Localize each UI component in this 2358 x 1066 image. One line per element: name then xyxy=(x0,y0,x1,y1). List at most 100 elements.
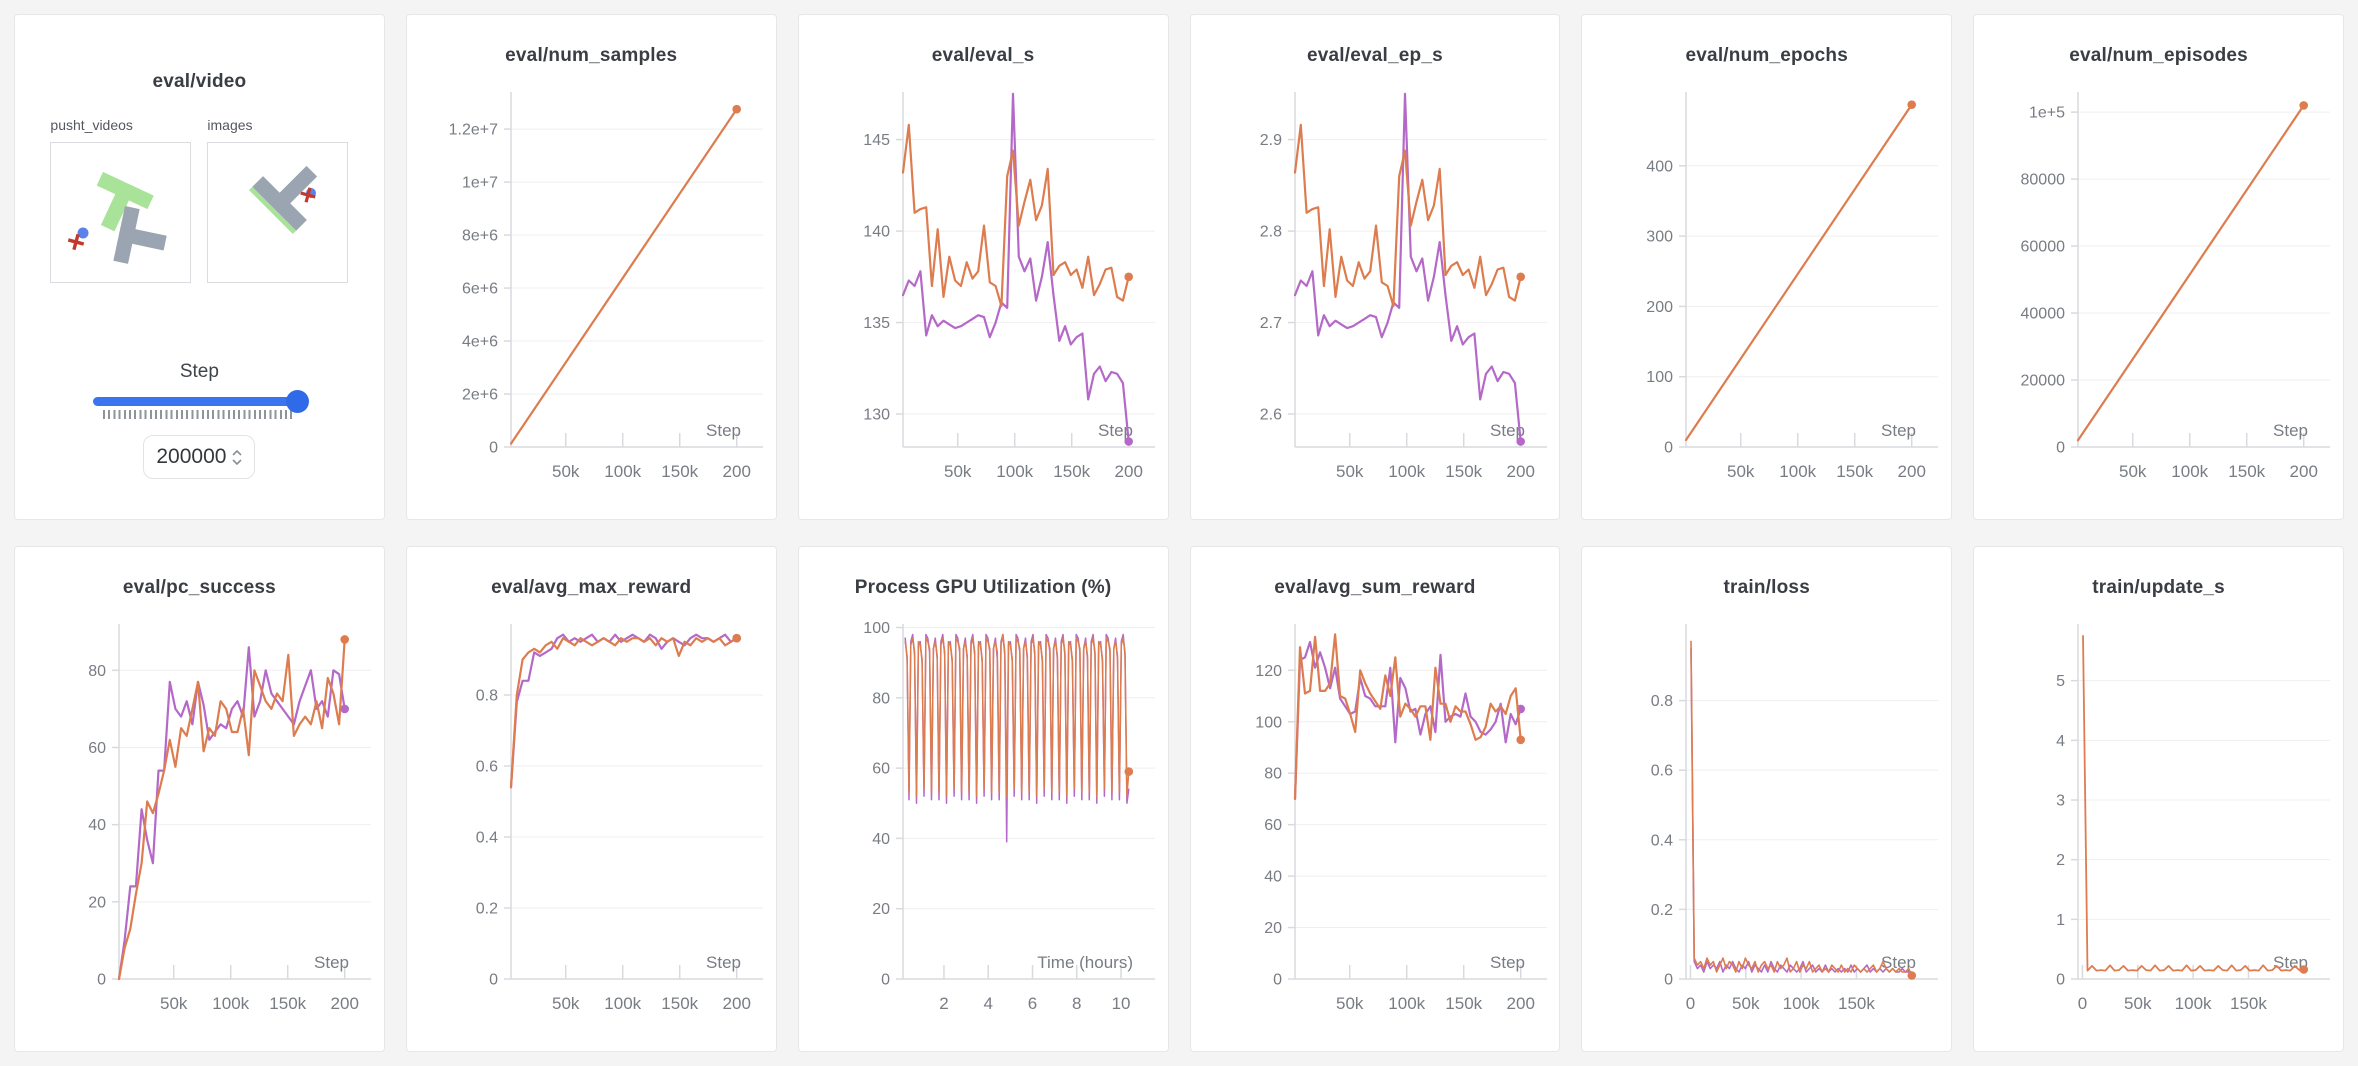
y-tick-label: 80 xyxy=(1264,766,1282,783)
line-chart[interactable]: 0 20 40 60 80 50k 100k 150k 200 Step xyxy=(15,599,384,1045)
series-line-orange xyxy=(509,637,738,789)
series-end-dot-orange xyxy=(1515,272,1525,282)
x-tick-label: 50k xyxy=(944,462,972,481)
x-tick-label: 150k xyxy=(269,994,306,1013)
x-tick-label: 50k xyxy=(1336,994,1364,1013)
x-tick-label: 150k xyxy=(661,462,698,481)
y-tick-label: 60 xyxy=(872,761,890,778)
y-tick-label: 40 xyxy=(88,817,106,834)
y-tick-label: 0.4 xyxy=(1651,832,1673,849)
spinner-down-icon[interactable] xyxy=(232,458,243,465)
step-spinner[interactable] xyxy=(232,449,243,465)
line-chart[interactable]: 130 135 140 145 50k 100k 150k 200 Step xyxy=(799,67,1168,513)
x-tick-label: 10 xyxy=(1111,994,1130,1013)
line-chart[interactable]: 0 0.2 0.4 0.6 0.8 0 50k 100k 150k Step xyxy=(1582,599,1951,1045)
x-tick-label: 100k xyxy=(2175,994,2212,1013)
media-figures: pusht_videos xyxy=(31,117,368,283)
panel-eval-eval-s: eval/eval_s 130 135 140 145 50k 100k 150k 200 St… xyxy=(797,14,1169,520)
y-tick-label: 0.8 xyxy=(476,688,498,705)
series-end-dot-purple xyxy=(1124,437,1133,446)
series-end-dot-orange xyxy=(1907,971,1917,980)
line-chart[interactable]: 0 1 2 3 4 5 0 50k 100k 150k Step xyxy=(1974,599,2343,1045)
y-tick-label: 20 xyxy=(872,901,890,918)
series-line-purple xyxy=(1293,92,1522,443)
panel-eval-eval-ep-s: eval/eval_ep_s 2.6 2.7 2.8 2.9 50k 100k 150k 20… xyxy=(1189,14,1561,520)
x-tick-label: 50k xyxy=(552,462,580,481)
step-slider-thumb[interactable] xyxy=(286,390,310,413)
x-axis-title: Step xyxy=(1490,953,1525,972)
pusht-agent-dot xyxy=(77,227,89,239)
x-tick-label: 100k xyxy=(604,994,641,1013)
series-line-orange xyxy=(901,123,1130,308)
line-chart[interactable]: 0 100 200 300 400 50k 100k 150k 200 Step xyxy=(1582,67,1951,513)
media-fig-label: images xyxy=(207,117,253,133)
x-axis-title: Time (hours) xyxy=(1037,953,1133,972)
x-tick-label: 100k xyxy=(1388,994,1425,1013)
series-end-dot-orange xyxy=(732,633,741,643)
line-chart[interactable]: 0 20 40 60 80 100 120 50k 100k 150k 200 Step xyxy=(1191,599,1560,1045)
y-tick-label: 8e+6 xyxy=(462,228,498,245)
y-tick-label: 2.9 xyxy=(1259,132,1281,149)
panel-title: eval/video xyxy=(152,71,247,92)
spinner-up-icon[interactable] xyxy=(232,449,243,456)
line-chart[interactable]: 2.6 2.7 2.8 2.9 50k 100k 150k 200 Step xyxy=(1191,67,1560,513)
step-value: 200000 xyxy=(156,445,227,468)
images-thumbnail[interactable] xyxy=(207,142,349,283)
pusht-image-drawing xyxy=(249,165,318,234)
y-tick-label: 140 xyxy=(863,224,890,241)
y-tick-label: 20 xyxy=(1264,920,1282,937)
step-slider[interactable] xyxy=(93,390,310,419)
y-tick-label: 1 xyxy=(2056,912,2065,929)
y-tick-label: 2.8 xyxy=(1259,224,1281,241)
y-tick-label: 6e+6 xyxy=(462,281,498,298)
x-tick-label: 150k xyxy=(1838,994,1875,1013)
y-tick-label: 0 xyxy=(2056,440,2065,457)
y-tick-label: 2 xyxy=(2056,852,2065,869)
step-slider-track[interactable] xyxy=(93,390,310,413)
step-number-input[interactable]: 200000 xyxy=(143,435,256,479)
x-tick-label: 2 xyxy=(939,994,948,1013)
x-tick-label: 50k xyxy=(2124,994,2152,1013)
x-tick-label: 150k xyxy=(1053,462,1090,481)
step-slider-title: Step xyxy=(179,361,219,382)
y-tick-label: 200 xyxy=(1647,299,1674,316)
y-tick-label: 40000 xyxy=(2021,306,2066,323)
media-fig-pusht-videos: pusht_videos xyxy=(50,117,192,283)
y-tick-label: 0.2 xyxy=(1651,902,1673,919)
x-tick-label: 8 xyxy=(1072,994,1081,1013)
series-end-dot-purple xyxy=(340,704,350,714)
line-chart[interactable]: 0 2e+6 4e+6 6e+6 8e+6 1e+7 1.2e+7 50k 100k 150k 20… xyxy=(407,67,776,513)
series-line-orange xyxy=(2077,104,2305,442)
y-tick-label: 0 xyxy=(489,972,498,989)
panel-eval-num-epochs: eval/num_epochs 0 100 200 300 400 50k 100k 150k… xyxy=(1581,14,1953,520)
series-line-orange xyxy=(1293,633,1522,800)
panel-gpu-utilization: Process GPU Utilization (%) 0 20 40 60 80 100… xyxy=(797,546,1169,1052)
x-tick-label: 50k xyxy=(552,994,580,1013)
x-tick-label: 200 xyxy=(331,994,359,1013)
pusht-video-thumbnail[interactable] xyxy=(50,142,192,283)
x-tick-label: 150k xyxy=(1445,994,1482,1013)
y-tick-label: 20 xyxy=(88,894,106,911)
series-line-orange xyxy=(1293,123,1522,308)
x-tick-label: 200 xyxy=(722,994,750,1013)
line-chart[interactable]: 0 0.2 0.4 0.6 0.8 50k 100k 150k 200 Step xyxy=(407,599,776,1045)
y-tick-label: 2e+6 xyxy=(462,387,498,404)
line-chart[interactable]: 0 20 40 60 80 100 2 4 6 8 10 Time (hours) xyxy=(799,599,1168,1045)
x-axis-title: Step xyxy=(1098,421,1133,440)
y-tick-label: 0.2 xyxy=(476,901,498,918)
series-end-dot-orange xyxy=(340,635,350,644)
x-tick-label: 200 xyxy=(1506,994,1534,1013)
panel-title: eval/avg_max_reward xyxy=(491,577,692,598)
panel-title: eval/num_epochs xyxy=(1685,45,1848,66)
x-axis-title: Step xyxy=(1881,421,1916,440)
series-line-orange xyxy=(117,638,346,981)
y-tick-label: 0.6 xyxy=(476,759,498,776)
series-line-orange xyxy=(904,633,1130,797)
y-tick-label: 135 xyxy=(863,315,890,332)
y-tick-label: 0.6 xyxy=(1651,763,1673,780)
y-tick-label: 3 xyxy=(2056,793,2065,810)
y-tick-label: 145 xyxy=(863,132,890,149)
y-tick-label: 1e+5 xyxy=(2029,105,2065,122)
line-chart[interactable]: 0 20000 40000 60000 80000 1e+5 50k 100k 150k 200 S… xyxy=(1974,67,2343,513)
